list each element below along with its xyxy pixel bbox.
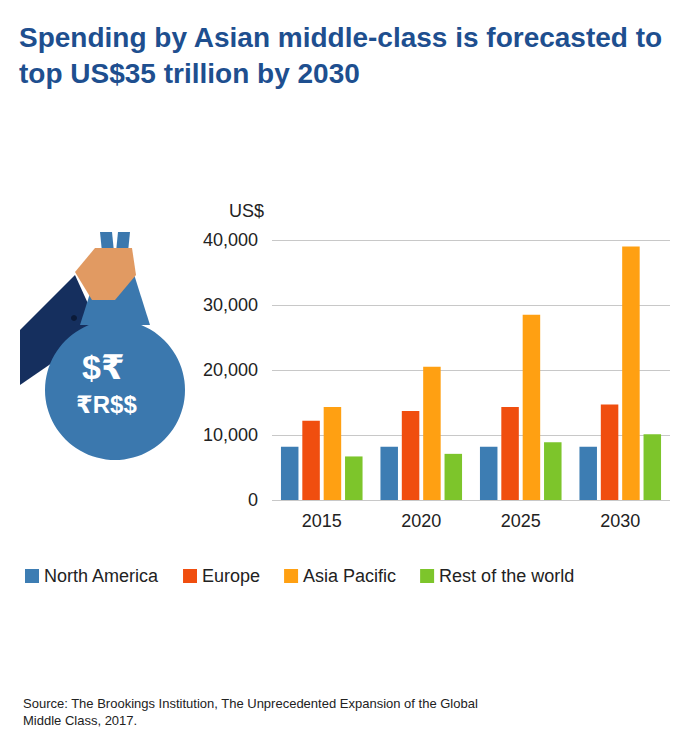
- svg-text:Rest of the world: Rest of the world: [439, 566, 574, 586]
- svg-text:2025: 2025: [501, 511, 541, 531]
- svg-text:$₹: $₹: [82, 348, 125, 386]
- svg-text:Source: The Brookings Institut: Source: The Brookings Institution, The U…: [23, 696, 481, 711]
- svg-text:Spending by Asian middle-class: Spending by Asian middle-class is foreca…: [19, 22, 670, 53]
- svg-text:40,000: 40,000: [203, 230, 258, 250]
- svg-text:Middle Class, 2017.: Middle Class, 2017.: [23, 713, 137, 728]
- svg-text:top US$35 trillion by 2030: top US$35 trillion by 2030: [19, 58, 360, 89]
- svg-text:Asia Pacific: Asia Pacific: [303, 566, 396, 586]
- svg-text:2015: 2015: [302, 511, 342, 531]
- svg-text:₹R$$: ₹R$$: [76, 391, 137, 418]
- svg-text:0: 0: [248, 490, 258, 510]
- svg-text:10,000: 10,000: [203, 425, 258, 445]
- svg-text:North America: North America: [44, 566, 159, 586]
- svg-text:20,000: 20,000: [203, 360, 258, 380]
- svg-text:30,000: 30,000: [203, 295, 258, 315]
- svg-text:US$: US$: [229, 201, 264, 221]
- svg-text:Europe: Europe: [202, 566, 260, 586]
- svg-text:2020: 2020: [401, 511, 441, 531]
- svg-text:2030: 2030: [600, 511, 640, 531]
